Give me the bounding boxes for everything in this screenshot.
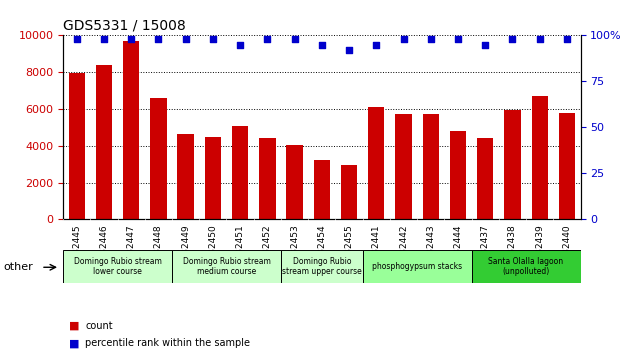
Bar (204, 137, 221, 219)
Point (398, 36, 408, 42)
Text: Domingo Rubio
stream upper course: Domingo Rubio stream upper course (282, 257, 362, 276)
Bar (450, 131, 466, 219)
FancyBboxPatch shape (281, 250, 363, 282)
Text: Domingo Rubio stream
medium course: Domingo Rubio stream medium course (182, 257, 271, 276)
Bar (259, 138, 276, 219)
Point (534, 36, 545, 42)
Point (72, 36, 82, 42)
Point (507, 36, 517, 42)
Bar (286, 145, 303, 219)
Bar (314, 160, 330, 219)
Text: Santa Olalla lagoon
(unpolluted): Santa Olalla lagoon (unpolluted) (488, 257, 563, 276)
FancyBboxPatch shape (471, 250, 581, 282)
Point (208, 36, 218, 42)
Text: count: count (85, 321, 113, 331)
FancyBboxPatch shape (363, 250, 471, 282)
FancyBboxPatch shape (172, 250, 281, 282)
Bar (150, 98, 167, 219)
FancyBboxPatch shape (63, 250, 172, 282)
Text: percentile rank within the sample: percentile rank within the sample (85, 338, 250, 348)
Point (99, 36, 109, 42)
Text: GDS5331 / 15008: GDS5331 / 15008 (63, 19, 186, 33)
Point (262, 36, 273, 42)
Bar (477, 138, 493, 219)
Bar (368, 107, 384, 219)
Point (317, 42, 327, 47)
Point (126, 36, 136, 42)
Point (344, 47, 354, 53)
Bar (177, 134, 194, 219)
Bar (69, 73, 85, 219)
Bar (531, 96, 548, 219)
Bar (396, 114, 411, 219)
Point (371, 42, 381, 47)
Point (480, 42, 490, 47)
Text: phosphogypsum stacks: phosphogypsum stacks (372, 262, 462, 271)
Bar (123, 41, 139, 219)
Bar (96, 65, 112, 219)
Text: other: other (3, 262, 33, 272)
Point (153, 36, 163, 42)
Point (180, 36, 191, 42)
Bar (232, 126, 248, 219)
Text: ■: ■ (69, 321, 80, 331)
Point (426, 36, 436, 42)
Point (290, 36, 300, 42)
Bar (341, 165, 357, 219)
Bar (504, 110, 521, 219)
Point (453, 36, 463, 42)
Point (562, 36, 572, 42)
Text: Domingo Rubio stream
lower course: Domingo Rubio stream lower course (74, 257, 162, 276)
Bar (558, 113, 575, 219)
Point (235, 42, 245, 47)
Text: ■: ■ (69, 338, 80, 348)
Bar (423, 114, 439, 219)
